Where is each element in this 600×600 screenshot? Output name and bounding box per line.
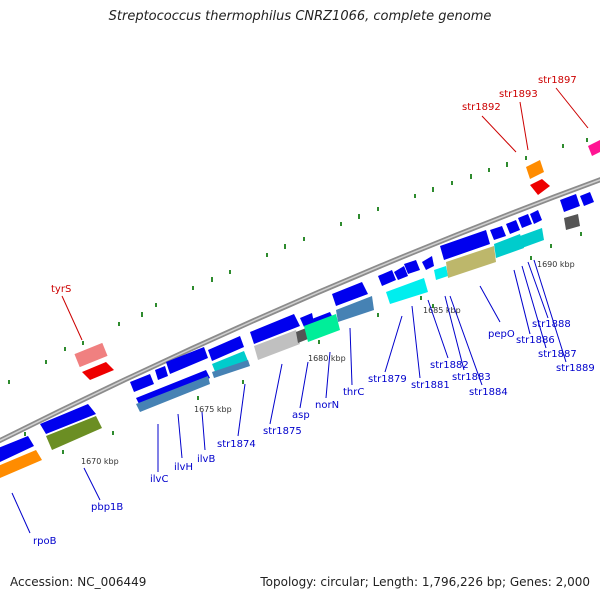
inner-tick-track — [24, 232, 582, 454]
gene-label-thrC: thrC — [343, 387, 364, 398]
gene-label-str1889: str1889 — [556, 363, 595, 374]
rna-label-str1892: str1892 — [462, 102, 501, 113]
gene-label-str1875: str1875 — [263, 426, 302, 437]
scale-label: 1690 kbp — [537, 260, 575, 269]
gene-labels: rpoB pbp1B ilvC ilvH ilvB str1874 str187… — [33, 319, 595, 547]
gene-label-ilvH: ilvH — [174, 462, 193, 473]
scale-label: 1670 kbp — [81, 457, 119, 466]
gene-label-rpoB: rpoB — [33, 536, 57, 547]
genome-summary-text: Topology: circular; Length: 1,796,226 bp… — [260, 575, 590, 589]
gene-label-norN: norN — [315, 400, 339, 411]
outer-tick-track — [8, 138, 588, 384]
genome-backbone — [0, 177, 600, 444]
gene-label-pepO: pepO — [488, 329, 515, 340]
gene-label-str1881: str1881 — [411, 380, 450, 391]
gene-label-str1888: str1888 — [532, 319, 571, 330]
scale-labels: 1670 kbp 1675 kbp 1680 kbp 1685 kbp 1690… — [81, 260, 575, 466]
rna-label-str1897: str1897 — [538, 75, 577, 86]
gene-features — [0, 192, 594, 478]
gene-label-str1882: str1882 — [430, 360, 469, 371]
rna-label-str1893: str1893 — [499, 89, 538, 100]
gene-label-ilvC: ilvC — [150, 474, 168, 485]
gene-label-pbp1B: pbp1B — [91, 502, 123, 513]
gene-label-str1874: str1874 — [217, 439, 256, 450]
rna-features — [74, 140, 600, 380]
map-title: Streptococcus thermophilus CNRZ1066, com… — [108, 9, 492, 24]
accession-text: Accession: NC_006449 — [10, 575, 147, 589]
gene-label-asp: asp — [292, 410, 310, 421]
scale-label: 1680 kbp — [308, 354, 346, 363]
gene-label-str1884: str1884 — [469, 387, 508, 398]
gene-label-str1883: str1883 — [452, 372, 491, 383]
gene-label-str1879: str1879 — [368, 374, 407, 385]
gene-label-ilvB: ilvB — [197, 454, 215, 465]
rna-label-tyrS: tyrS — [51, 284, 71, 295]
scale-label: 1685 kbp — [423, 306, 461, 315]
leader-lines — [11, 87, 589, 534]
rna-labels: tyrS str1892 str1893 str1897 — [51, 75, 577, 295]
gene-label-str1887: str1887 — [538, 349, 577, 360]
gene-label-str1886: str1886 — [516, 335, 555, 346]
scale-label: 1675 kbp — [194, 405, 232, 414]
